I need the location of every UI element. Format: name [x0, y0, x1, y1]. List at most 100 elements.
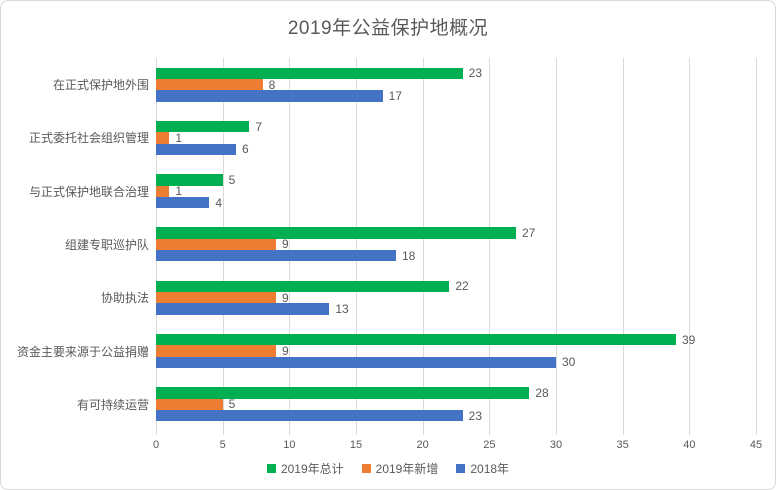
- data-label: 8: [268, 77, 276, 92]
- axis-tick: [689, 431, 691, 435]
- bar-row: 28: [156, 386, 756, 401]
- bar-row: 6: [156, 142, 756, 157]
- bar-group: 39 9 30: [156, 324, 756, 377]
- legend-swatch-icon: [266, 464, 276, 473]
- bar-row: 5: [156, 397, 756, 412]
- data-label: 39: [682, 332, 696, 347]
- gridline: [356, 58, 357, 431]
- axis-tick: [556, 431, 557, 435]
- bar-group: 27 9 18: [156, 218, 756, 271]
- bar-2019年新增: [156, 132, 170, 144]
- bar-2019年总计: [156, 334, 676, 346]
- axis-tick: [489, 431, 491, 435]
- bar-2019年总计: [156, 227, 516, 239]
- category-label: 组建专职巡护队: [64, 237, 149, 252]
- x-tick-label: 20: [416, 439, 429, 451]
- bar-row: 1: [156, 130, 756, 145]
- x-tick-label: 40: [683, 439, 696, 451]
- x-tick-label: 15: [349, 439, 363, 451]
- data-label: 1: [175, 130, 183, 145]
- x-tick-label: 35: [616, 439, 629, 451]
- data-label: 1: [175, 184, 183, 199]
- axis-tick: [756, 431, 757, 435]
- data-label: 22: [455, 279, 469, 294]
- data-label: 9: [282, 290, 289, 305]
- x-tick-label: 10: [283, 439, 296, 451]
- category-label: 协助执法: [100, 291, 149, 306]
- legend-label: 2019年总计: [280, 462, 344, 476]
- data-label: 23: [468, 66, 483, 81]
- bar-group: 22 9 13: [156, 271, 756, 324]
- data-label: 13: [335, 302, 349, 317]
- bar-2019年新增: [156, 292, 276, 304]
- bar-2018年: [156, 90, 383, 102]
- data-label: 17: [388, 88, 403, 103]
- plot-area: 23 8 17 7 1 6 5 1 4 27 9 18 22 9 13 39 9 30 28 5 23: [156, 58, 757, 431]
- x-tick-label: 0: [152, 439, 160, 451]
- legend-swatch-icon: [361, 464, 371, 473]
- data-label: 9: [282, 237, 289, 252]
- legend-label: 2018年: [470, 462, 510, 476]
- bar-2018年: [156, 143, 236, 155]
- bar-group: 28 5 23: [156, 378, 756, 431]
- bar-row: 18: [156, 250, 756, 262]
- bar-2019年新增: [156, 78, 263, 91]
- bar-2019年总计: [156, 280, 450, 293]
- bar-2018年: [156, 303, 330, 315]
- bar-2019年新增: [156, 398, 223, 410]
- category-label: 与正式保护地联合治理: [28, 184, 149, 199]
- legend: 2019年总计 2019年新增 2018年: [1, 460, 775, 477]
- bar-row: 8: [156, 77, 756, 92]
- bar-row: 27: [156, 226, 756, 241]
- axis-tick: [422, 431, 424, 435]
- data-label: 23: [468, 408, 483, 423]
- axis-tick: [622, 431, 624, 435]
- bar-row: 9: [156, 290, 756, 305]
- bar-2019年总计: [156, 67, 463, 79]
- bar-2018年: [156, 410, 463, 422]
- bar-2018年: [156, 250, 396, 262]
- gridline: [489, 58, 491, 431]
- bar-2019年总计: [156, 174, 223, 186]
- axis-tick: [222, 431, 224, 435]
- chart-title: 2019年公益保护地概况: [287, 18, 489, 39]
- gridline: [756, 58, 757, 431]
- legend-swatch-icon: [456, 464, 466, 473]
- bar-2018年: [156, 356, 556, 369]
- data-label: 27: [522, 226, 536, 241]
- category-label: 资金主要来源于公益捐赠: [16, 344, 149, 359]
- bar-2019年新增: [156, 345, 276, 357]
- bar-row: 39: [156, 332, 756, 347]
- bar-row: 9: [156, 344, 756, 359]
- data-label: 30: [562, 355, 576, 370]
- legend-item-2019年总计: 2019年总计: [266, 460, 344, 477]
- gridline: [689, 58, 691, 431]
- bar-row: 22: [156, 279, 756, 294]
- x-tick-label: 30: [549, 439, 563, 451]
- data-label: 5: [228, 397, 236, 412]
- bar-2019年新增: [156, 238, 276, 251]
- data-label: 5: [228, 172, 236, 187]
- bar-row: 23: [156, 408, 756, 423]
- bar-row: 23: [156, 66, 756, 81]
- x-tick-label: 5: [219, 439, 226, 451]
- data-label: 28: [535, 386, 549, 401]
- bar-2019年新增: [156, 185, 170, 197]
- category-label: 在正式保护地外围: [52, 78, 149, 93]
- axis-tick: [289, 431, 291, 435]
- legend-item-2018年: 2018年: [456, 460, 509, 477]
- gridline: [289, 58, 291, 431]
- data-label: 4: [215, 195, 223, 210]
- legend-item-2019年新增: 2019年新增: [361, 460, 439, 477]
- bar-row: 4: [156, 195, 756, 210]
- bar-row: 7: [156, 121, 756, 133]
- data-label: 9: [282, 344, 289, 359]
- bar-row: 30: [156, 355, 756, 370]
- legend-label: 2019年新增: [375, 462, 439, 476]
- bar-row: 9: [156, 237, 756, 252]
- data-label: 6: [242, 142, 249, 157]
- bar-row: 13: [156, 302, 756, 317]
- gridline: [622, 58, 624, 431]
- bar-2018年: [156, 196, 210, 209]
